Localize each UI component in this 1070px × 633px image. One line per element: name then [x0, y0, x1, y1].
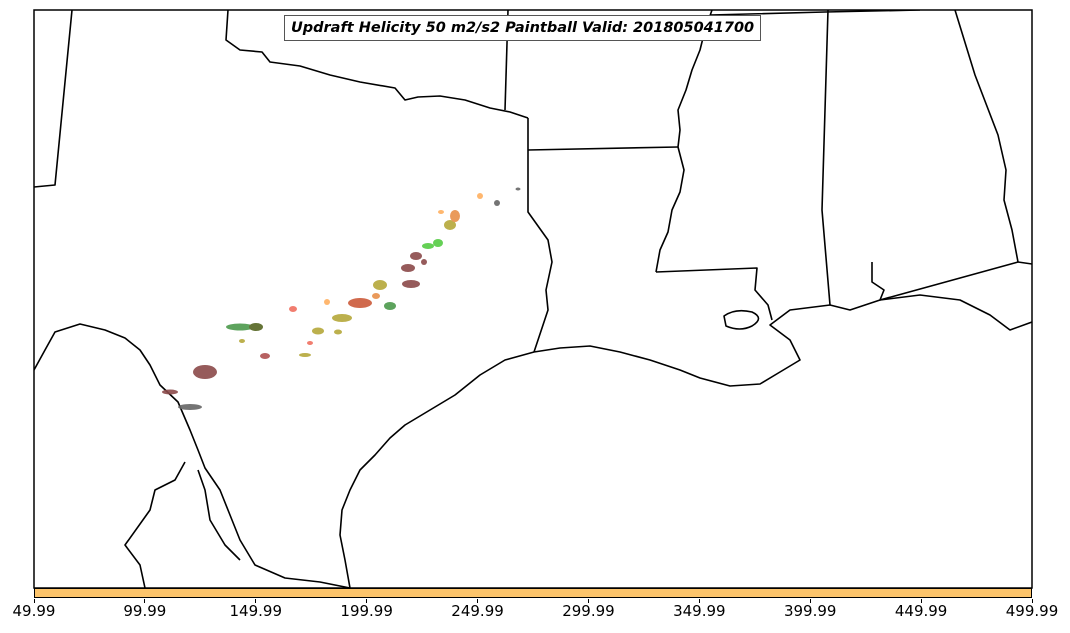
colorbar-tick-label: 199.99: [340, 602, 393, 620]
colorbar-tick-label: 49.99: [12, 602, 56, 620]
colorbar-tick-label: 449.99: [894, 602, 948, 620]
storm-blob: [193, 365, 217, 379]
colorbar-tick-label: 399.99: [783, 602, 837, 620]
storm-blob: [307, 341, 313, 345]
storm-blob: [373, 280, 387, 290]
storm-blob: [410, 252, 422, 260]
lake-pontchartrain: [723, 309, 760, 330]
storm-blob: [299, 353, 311, 357]
storm-blob: [494, 200, 500, 206]
storm-blob: [421, 259, 427, 265]
arkansas-louisiana-border: [527, 146, 679, 151]
storm-blob: [450, 210, 460, 222]
mississippi-alabama-border: [821, 10, 831, 306]
florida-border: [871, 261, 1032, 301]
new-mexico-border: [34, 10, 73, 188]
gulf-coast: [533, 294, 1032, 387]
storm-blob: [348, 298, 372, 308]
colorbar-tick-label: 149.99: [229, 602, 283, 620]
storm-blob: [477, 193, 483, 199]
mexico-state-line: [124, 461, 186, 588]
storm-blob: [178, 404, 202, 410]
colorbar-tick: [144, 599, 146, 603]
storm-blob: [515, 187, 521, 191]
storm-blob: [372, 293, 380, 299]
colorbar-tick-label: 499.99: [1005, 602, 1059, 620]
colorbar-tick: [477, 599, 479, 603]
colorbar-tick: [587, 599, 589, 603]
mississippi-river: [655, 10, 713, 273]
texas-east-border: [527, 118, 553, 353]
colorbar-tick: [698, 599, 700, 603]
storm-blob: [433, 239, 443, 247]
storm-blob: [401, 264, 415, 272]
texas-coast: [339, 351, 535, 588]
storm-blob: [334, 329, 342, 335]
colorbar-tick: [809, 599, 811, 603]
colorbar-tick: [255, 599, 257, 603]
storm-blob: [249, 323, 263, 331]
map-title: Updraft Helicity 50 m2/s2 Paintball Vali…: [284, 15, 762, 41]
colorbar: [34, 588, 1032, 598]
storm-blob: [312, 327, 324, 335]
colorbar-tick: [33, 599, 35, 603]
storm-blob: [402, 280, 420, 288]
storm-blob: [332, 314, 352, 322]
colorbar-tick-label: 99.99: [123, 602, 167, 620]
colorbar-tick: [366, 599, 368, 603]
storm-blob: [324, 299, 330, 305]
storm-blob: [162, 389, 178, 395]
colorbar-tick-label: 349.99: [673, 602, 726, 620]
colorbar-tick: [1031, 599, 1033, 603]
storm-blob: [239, 339, 245, 343]
colorbar-tick: [920, 599, 922, 603]
storm-blob: [260, 353, 270, 359]
storm-blob: [422, 243, 434, 249]
louisiana-mississippi-border: [655, 267, 773, 321]
rio-grande: [34, 323, 351, 588]
mexico-state-line-2: [197, 469, 241, 561]
colorbar-tick-label: 299.99: [562, 602, 615, 620]
oklahoma-texas-border: [225, 10, 529, 119]
storm-blob: [226, 323, 254, 331]
storm-blob: [444, 220, 456, 230]
alabama-georgia-border: [954, 10, 1019, 263]
colorbar-tick-label: 249.99: [451, 602, 504, 620]
storm-blob: [384, 302, 396, 310]
storm-blob: [438, 210, 444, 214]
storm-blob: [289, 306, 297, 312]
